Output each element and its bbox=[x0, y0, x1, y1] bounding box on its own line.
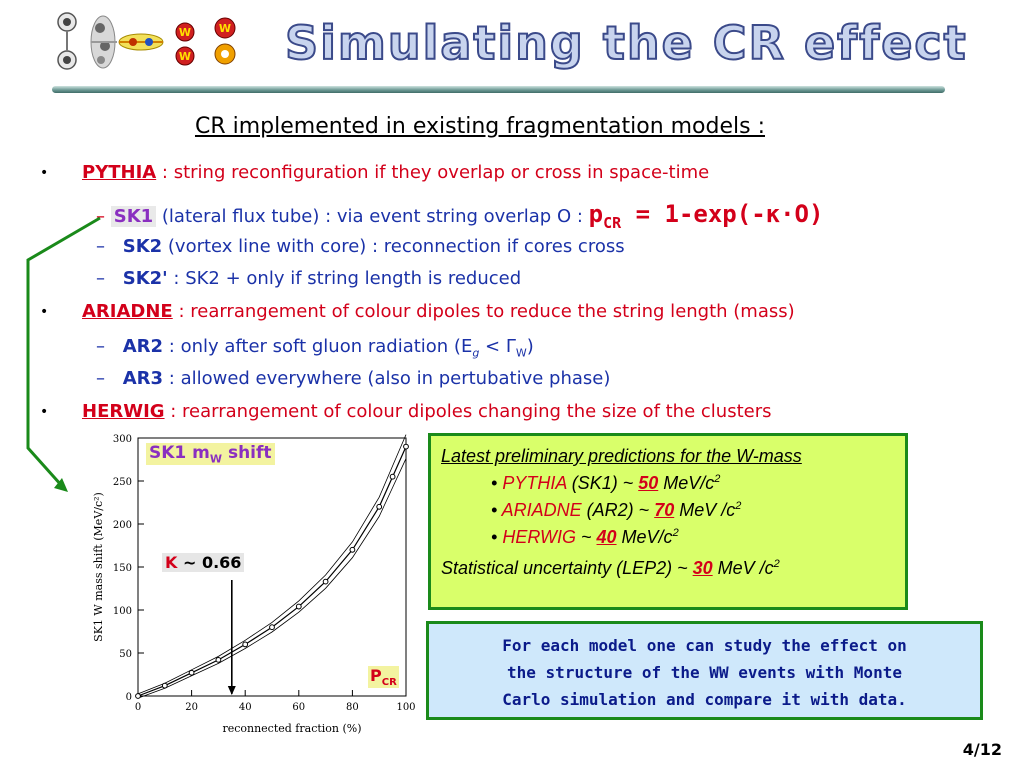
data-point bbox=[161, 682, 168, 689]
ar3-text: : allowed everywhere (also in pertubativ… bbox=[163, 368, 611, 389]
w-boson-icon: W bbox=[214, 17, 236, 65]
pythia-label: PYTHIA bbox=[82, 162, 157, 183]
ar2-label: AR2 bbox=[122, 336, 164, 357]
prediction-pythia: • PYTHIA (SK1) ~ 50 MeV/c2 bbox=[491, 473, 721, 493]
herwig-label: HERWIG bbox=[82, 401, 165, 422]
sub-sk1: – SK1 (lateral flux tube) : via event st… bbox=[96, 200, 823, 232]
data-point bbox=[376, 503, 383, 510]
y-tick-label: 0 bbox=[126, 692, 132, 703]
k-arrow-head bbox=[227, 686, 236, 695]
study-note-line: For each model one can study the effect … bbox=[502, 636, 907, 655]
connector-arrow bbox=[26, 216, 101, 492]
data-point bbox=[322, 578, 329, 585]
sk1-mw-shift-label: SK1 mW shift bbox=[146, 443, 275, 466]
sk2prime-text: : SK2 + only if string length is reduced bbox=[167, 268, 522, 289]
sk1-mass-shift-plot: 0 20 40 60 80 100 0 50 100 150 200 250 300 SK1 W mas… bbox=[92, 434, 416, 735]
sub-ar3: – AR3 : allowed everywhere (also in pert… bbox=[96, 368, 611, 389]
pcr-axis-label: PCR bbox=[368, 666, 399, 689]
data-point bbox=[242, 641, 249, 648]
x-tick-label: 100 bbox=[396, 702, 415, 713]
svg-text:W: W bbox=[219, 22, 231, 35]
data-point bbox=[188, 669, 195, 676]
svg-text:W: W bbox=[179, 26, 191, 39]
y-tick-label: 250 bbox=[113, 477, 132, 488]
ar3-label: AR3 bbox=[122, 368, 164, 389]
x-tick-label: 60 bbox=[292, 702, 305, 713]
statistical-uncertainty: Statistical uncertainty (LEP2) ~ 30 MeV … bbox=[441, 558, 780, 578]
series-line bbox=[137, 446, 407, 697]
data-point bbox=[389, 473, 396, 480]
sk1-text: (lateral flux tube) : via event string o… bbox=[156, 206, 589, 227]
sub-sk2prime: – SK2' : SK2 + only if string length is … bbox=[96, 268, 522, 289]
sub-sk2: – SK2 (vortex line with core) : reconnec… bbox=[96, 236, 625, 257]
data-point bbox=[403, 443, 409, 450]
data-point bbox=[135, 693, 141, 699]
data-point bbox=[269, 624, 275, 631]
sk1-label: SK1 bbox=[113, 206, 154, 227]
predictions-box: Latest preliminary predictions for the W… bbox=[428, 433, 908, 610]
x-tick-label: 80 bbox=[346, 702, 359, 713]
ar2-text: : only after soft gluon radiation (Eg < … bbox=[163, 336, 534, 360]
data-point bbox=[349, 546, 356, 553]
particle-event-icon bbox=[57, 12, 77, 70]
plot-xlabel: reconnected fraction (%) bbox=[222, 722, 361, 735]
k-value-label: K ~ 0.66 bbox=[162, 553, 245, 572]
w-boson-pair-icon: W W bbox=[175, 22, 195, 66]
x-tick-label: 0 bbox=[135, 702, 141, 713]
page-number: 4/12 bbox=[962, 740, 1002, 759]
svg-text:W: W bbox=[179, 50, 191, 63]
study-note-line: Carlo simulation and compare it with dat… bbox=[502, 690, 907, 709]
pcr-formula: pCR = 1-exp(-κ·O) bbox=[588, 200, 824, 232]
y-tick-label: 200 bbox=[113, 520, 132, 531]
slide-subtitle: CR implemented in existing fragmentation… bbox=[194, 114, 765, 139]
slide-title: Simulating the CR effect bbox=[284, 15, 968, 71]
y-tick-label: 100 bbox=[113, 606, 132, 617]
x-tick-label: 20 bbox=[185, 702, 198, 713]
y-tick-label: 150 bbox=[113, 563, 132, 574]
particle-cluster-icon bbox=[90, 15, 117, 69]
series-band-line bbox=[137, 434, 407, 695]
predictions-heading: Latest preliminary predictions for the W… bbox=[441, 446, 802, 466]
flux-tube-icon bbox=[118, 33, 164, 51]
y-tick-label: 300 bbox=[113, 434, 132, 445]
ariadne-label: ARIADNE bbox=[82, 301, 173, 322]
prediction-herwig: • HERWIG ~ 40 MeV/c2 bbox=[491, 527, 679, 547]
header-logo: W W W bbox=[55, 8, 245, 78]
series-band-line bbox=[137, 458, 407, 699]
title-divider bbox=[52, 86, 945, 93]
x-tick-label: 40 bbox=[239, 702, 252, 713]
sk2prime-label: SK2' bbox=[122, 268, 168, 289]
herwig-text: : rearrangement of colour dipoles changi… bbox=[164, 401, 772, 422]
y-tick-label: 50 bbox=[119, 649, 132, 660]
pythia-text: : string reconfiguration if they overlap… bbox=[156, 162, 710, 183]
sk1-label-box: SK1 bbox=[110, 206, 157, 227]
sk1-dash: – bbox=[96, 206, 105, 227]
prediction-ariadne: • ARIADNE (AR2) ~ 70 MeV /c2 bbox=[491, 500, 742, 520]
data-point bbox=[295, 603, 302, 610]
sk2-label: SK2 bbox=[122, 236, 163, 257]
plot-ylabel: SK1 W mass shift (MeV/c²) bbox=[92, 492, 105, 642]
study-note-line: the structure of the WW events with Mont… bbox=[507, 663, 902, 682]
study-note-box: For each model one can study the effect … bbox=[426, 621, 983, 720]
data-point bbox=[215, 656, 222, 663]
sub-ar2: – AR2 : only after soft gluon radiation … bbox=[96, 336, 534, 360]
sk2-text: (vortex line with core) : reconnection i… bbox=[162, 236, 625, 257]
ariadne-text: : rearrangement of colour dipoles to red… bbox=[172, 301, 795, 322]
